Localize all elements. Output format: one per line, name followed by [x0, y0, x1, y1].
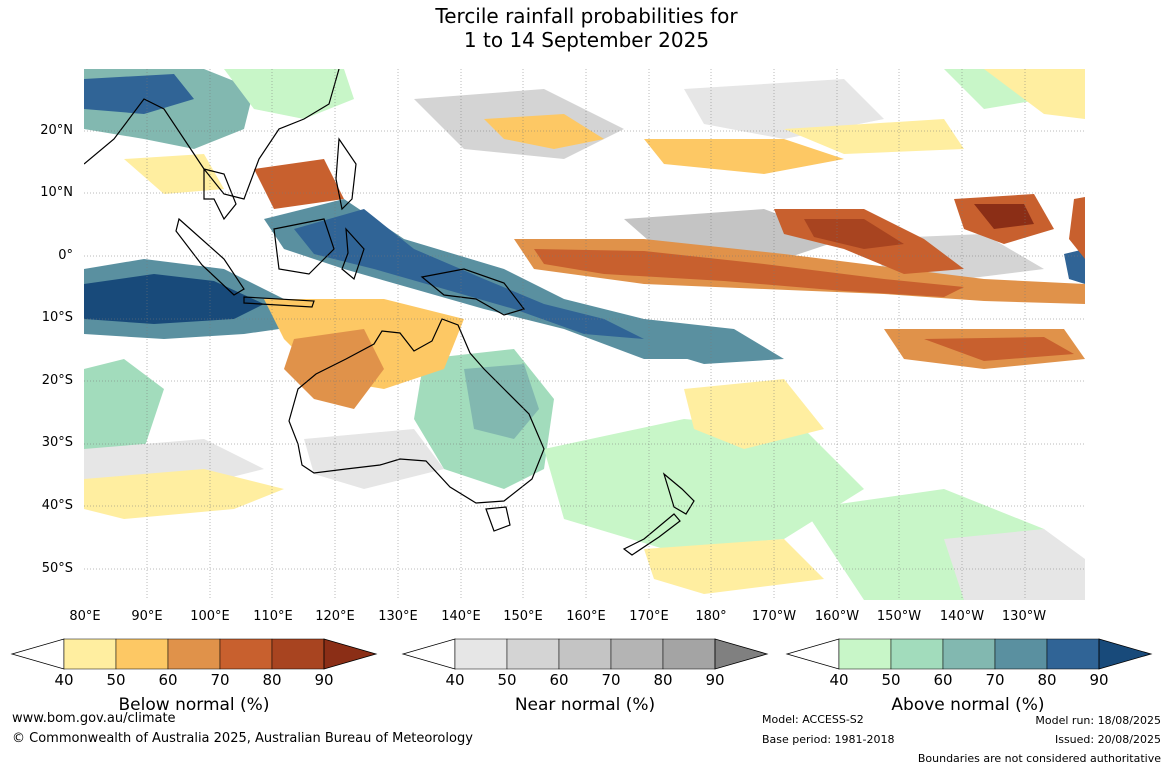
model-run-date: Model run: 18/08/2025 [1035, 714, 1161, 727]
colorbar-below-normal [10, 638, 378, 670]
above-tick-80: 80 [1037, 671, 1057, 689]
website-link[interactable]: www.bom.gov.au/climate [12, 711, 176, 726]
above-tick-40: 40 [829, 671, 849, 689]
lon-label-150e: 150°E [503, 609, 543, 624]
below-tick-70: 70 [210, 671, 230, 689]
colorbar-near-normal [401, 638, 769, 670]
colorbar-above-normal [785, 638, 1153, 670]
below-tick-80: 80 [262, 671, 282, 689]
issued-date: Issued: 20/08/2025 [1054, 733, 1161, 746]
coastlines [84, 69, 695, 556]
near-tick-40: 40 [445, 671, 465, 689]
above-tick-50: 50 [881, 671, 901, 689]
above-tick-70: 70 [985, 671, 1005, 689]
lat-label-40s: 40°S [41, 498, 73, 513]
lon-label-150w: 150°W [876, 609, 922, 624]
lon-label-130e: 130°E [378, 609, 418, 624]
java-coastline [243, 296, 315, 308]
near-normal-label: Near normal (%) [514, 695, 656, 715]
lon-label-170w: 170°W [751, 609, 797, 624]
australia-coastline [288, 318, 545, 504]
base-period: Base period: 1981-2018 [762, 733, 895, 746]
lon-label-100e: 100°E [190, 609, 230, 624]
lon-label-140w: 140°W [939, 609, 985, 624]
lon-label-90e: 90°E [131, 609, 163, 624]
lat-label-50s: 50°S [41, 561, 73, 576]
title-line-1: Tercile rainfall probabilities for [435, 4, 738, 28]
lat-label-10n: 10°N [40, 185, 73, 200]
near-tick-90: 90 [705, 671, 725, 689]
rainfall-probability-map [84, 69, 1085, 600]
boundaries-disclaimer: Boundaries are not considered authoritat… [917, 752, 1161, 765]
new-zealand-north-coastline [662, 472, 695, 515]
above-tick-60: 60 [933, 671, 953, 689]
lon-label-120e: 120°E [315, 609, 355, 624]
below-tick-40: 40 [54, 671, 74, 689]
below-tick-50: 50 [106, 671, 126, 689]
above-tick-90: 90 [1089, 671, 1109, 689]
lat-label-20n: 20°N [40, 123, 73, 138]
gridlines [84, 69, 1085, 600]
below-tick-60: 60 [158, 671, 178, 689]
map-canvas [84, 69, 1085, 600]
asia-coastline [84, 69, 340, 200]
title-line-2: 1 to 14 September 2025 [463, 28, 710, 52]
lat-label-20s: 20°S [41, 373, 73, 388]
below-tick-90: 90 [314, 671, 334, 689]
lon-label-160w: 160°W [814, 609, 860, 624]
tasmania-coastline [485, 506, 511, 532]
lon-label-180: 180° [695, 609, 727, 624]
above-normal-label: Above normal (%) [891, 695, 1045, 715]
lat-label-0: 0° [58, 248, 73, 263]
indochina-coastline [203, 168, 237, 221]
lon-label-130w: 130°W [1001, 609, 1047, 624]
sumatra-coastline [175, 217, 245, 296]
copyright-text: © Commonwealth of Australia 2025, Austra… [12, 731, 473, 746]
sulawesi-coastline [341, 227, 365, 281]
lon-label-160e: 160°E [566, 609, 606, 624]
lon-label-110e: 110°E [253, 609, 293, 624]
near-tick-50: 50 [497, 671, 517, 689]
near-tick-80: 80 [653, 671, 673, 689]
lat-label-30s: 30°S [41, 435, 73, 450]
near-tick-60: 60 [549, 671, 569, 689]
below-normal-regions [84, 69, 1085, 594]
lon-label-140e: 140°E [441, 609, 481, 624]
map-title: Tercile rainfall probabilities for 1 to … [0, 4, 1173, 52]
lon-label-170e: 170°E [629, 609, 669, 624]
below-normal-label: Below normal (%) [118, 695, 270, 715]
near-tick-70: 70 [601, 671, 621, 689]
lon-label-80e: 80°E [69, 609, 101, 624]
new-guinea-coastline [420, 268, 526, 316]
model-name: Model: ACCESS-S2 [762, 713, 864, 726]
philippines-coastline [335, 137, 357, 211]
new-zealand-south-coastline [622, 513, 681, 556]
lat-label-10s: 10°S [41, 310, 73, 325]
borneo-coastline [273, 218, 335, 275]
